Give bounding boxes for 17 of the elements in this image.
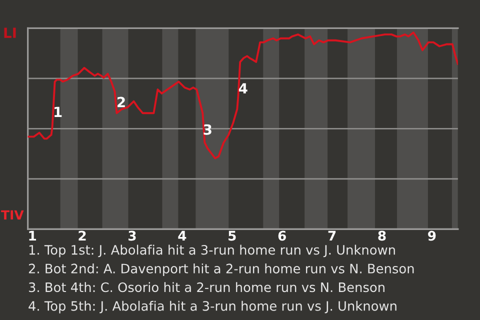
annotation: 2 [118,96,125,108]
x-tick-label: 4 [178,230,186,241]
text: 2. Bot 2nd: A. Davenport hit a 2-run home run vs N. Benson [28,263,414,276]
x-tick-label: 7 [328,230,336,241]
x-tick-label: 6 [278,230,286,241]
x-tick-label: 1 [29,230,36,241]
text: TIV [1,210,24,220]
x-tick-label: 3 [128,230,136,241]
annotation: 1 [54,106,62,117]
text: 3. Bot 4th: C. Osorio hit a 2-run home run vs N. Benson [28,282,384,292]
x-tick-label: 8 [378,230,386,241]
x-tick-label: 5 [228,230,236,241]
text: LI [4,28,16,38]
x-tick-label: 9 [428,230,436,241]
text: 1. Top 1st: J. Abolafia hit a 3-run home run vs J. Unknown [29,244,395,258]
text: 4. Top 5th: J. Abolafia hit a 3-run home run vs J. Unknown [28,300,396,314]
x-tick-label: 2 [78,230,86,241]
